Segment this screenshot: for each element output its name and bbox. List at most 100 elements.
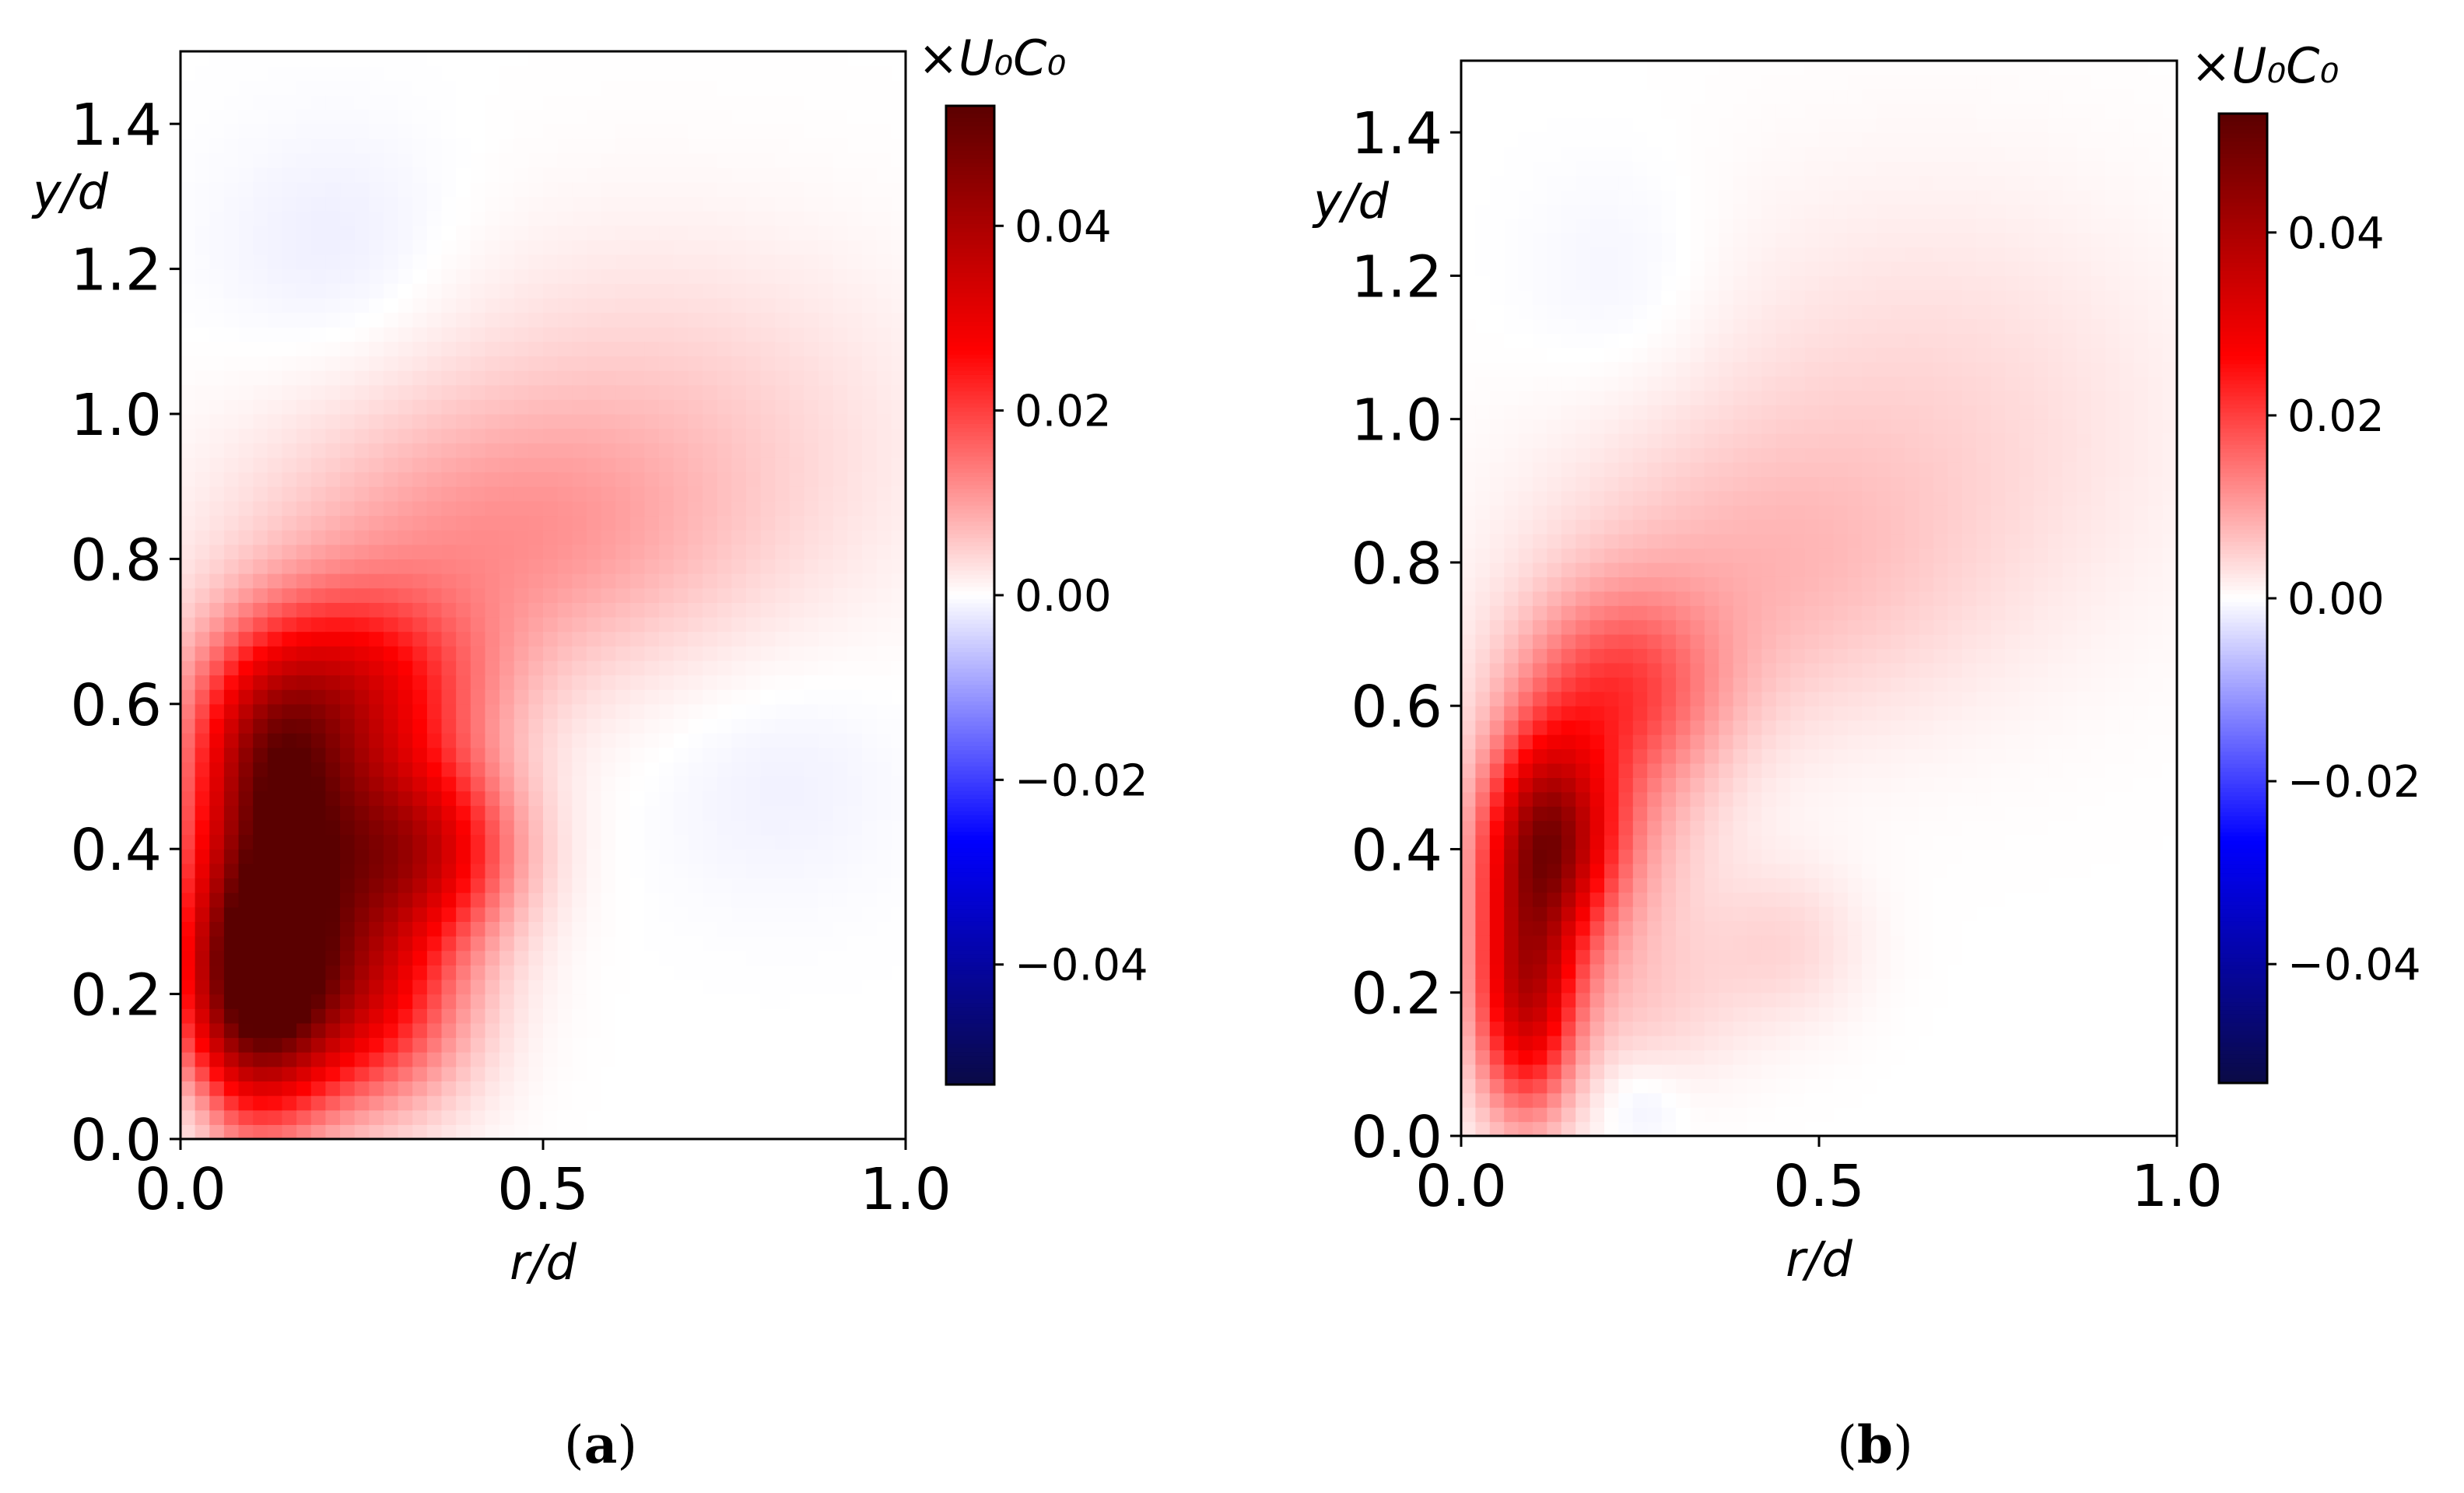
heatmap-cell <box>209 429 224 443</box>
heatmap-cell <box>1461 376 1476 391</box>
heatmap-cell <box>369 588 384 603</box>
heatmap-cell <box>615 429 630 443</box>
heatmap-cell <box>1604 921 1619 936</box>
heatmap-cell <box>355 515 370 530</box>
heatmap-cell <box>1633 319 1648 334</box>
heatmap-cell <box>340 443 355 457</box>
heatmap-cell <box>1519 935 1533 950</box>
heatmap-cell <box>601 602 616 617</box>
y-tick-label: 0.6 <box>70 672 162 739</box>
heatmap-cell <box>253 429 268 443</box>
heatmap-cell <box>862 211 877 226</box>
heatmap-cell <box>833 414 848 429</box>
heatmap-cell <box>1618 147 1633 162</box>
colorbar-step <box>946 808 994 812</box>
heatmap-cell <box>717 588 732 603</box>
heatmap-cell <box>587 269 601 284</box>
heatmap-cell <box>1590 605 1605 620</box>
heatmap-cell <box>427 965 442 980</box>
heatmap-cell <box>558 66 573 81</box>
heatmap-cell <box>340 864 355 878</box>
heatmap-cell <box>384 965 398 980</box>
heatmap-cell <box>1575 792 1590 807</box>
heatmap-cell <box>847 675 862 690</box>
heatmap-cell <box>1461 605 1476 620</box>
heatmap-cell <box>1504 476 1519 491</box>
heatmap-cell <box>528 748 543 762</box>
heatmap-cell <box>746 226 761 240</box>
heatmap-cell <box>703 545 717 559</box>
heatmap-cell <box>340 283 355 298</box>
heatmap-cell <box>412 1110 427 1125</box>
heatmap-cell <box>761 675 776 690</box>
heatmap-cell <box>775 675 790 690</box>
heatmap-cell <box>587 849 601 864</box>
heatmap-cell <box>558 617 573 632</box>
heatmap-cell <box>703 138 717 153</box>
heatmap-cell <box>355 1124 370 1139</box>
heatmap-cell <box>1561 892 1576 907</box>
heatmap-cell <box>630 80 645 95</box>
heatmap-cell <box>644 965 659 980</box>
heatmap-cell <box>282 429 296 443</box>
heatmap-cell <box>688 718 703 733</box>
colorbar-step <box>946 130 994 135</box>
heatmap-cell <box>253 283 268 298</box>
heatmap-cell <box>1547 849 1561 864</box>
heatmap-cell <box>877 342 892 356</box>
heatmap-cell <box>311 1110 326 1125</box>
heatmap-cell <box>543 1008 558 1023</box>
heatmap-cell <box>775 588 790 603</box>
heatmap-cell <box>558 864 573 878</box>
heatmap-cell <box>615 980 630 994</box>
heatmap-cell <box>296 472 311 487</box>
heatmap-cell <box>209 733 224 748</box>
heatmap-cell <box>862 892 877 907</box>
heatmap-cell <box>1461 476 1476 491</box>
heatmap-cell <box>384 1095 398 1110</box>
heatmap-cell <box>731 980 746 994</box>
heatmap-cell <box>325 327 340 342</box>
heatmap-cell <box>731 951 746 966</box>
heatmap-cell <box>1618 849 1633 864</box>
heatmap-cell <box>325 182 340 197</box>
heatmap-cell <box>1461 247 1476 262</box>
heatmap-cell <box>877 878 892 892</box>
heatmap-cell <box>528 878 543 892</box>
heatmap-cell <box>775 1124 790 1139</box>
heatmap-cell <box>1475 720 1490 735</box>
heatmap-cell <box>499 356 514 370</box>
heatmap-cell <box>1561 476 1576 491</box>
heatmap-cell <box>1590 634 1605 649</box>
heatmap-cell <box>311 327 326 342</box>
heatmap-cell <box>325 298 340 313</box>
heatmap-cell <box>833 936 848 951</box>
colorbar-step <box>946 163 994 167</box>
heatmap-cell <box>239 152 254 167</box>
heatmap-cell <box>746 1023 761 1038</box>
heatmap-cell <box>268 951 282 966</box>
heatmap-cell <box>891 1067 906 1081</box>
heatmap-cell <box>1490 433 1505 448</box>
heatmap-cell <box>746 689 761 704</box>
heatmap-cell <box>558 936 573 951</box>
heatmap-cell <box>630 385 645 400</box>
heatmap-cell <box>731 733 746 748</box>
heatmap-cell <box>499 95 514 110</box>
heatmap-cell <box>340 472 355 487</box>
heatmap-cell <box>862 704 877 719</box>
heatmap-cell <box>659 951 674 966</box>
heatmap-cell <box>427 356 442 370</box>
heatmap-cell <box>558 573 573 588</box>
heatmap-cell <box>833 152 848 167</box>
heatmap-cell <box>818 530 833 545</box>
heatmap-cell <box>615 791 630 806</box>
heatmap-cell <box>558 269 573 284</box>
heatmap-cell <box>528 689 543 704</box>
heatmap-cell <box>891 617 906 632</box>
heatmap-cell <box>1490 405 1505 419</box>
heatmap-cell <box>427 1124 442 1139</box>
heatmap-cell <box>644 994 659 1009</box>
heatmap-cell <box>1519 147 1533 162</box>
heatmap-cell <box>442 588 457 603</box>
